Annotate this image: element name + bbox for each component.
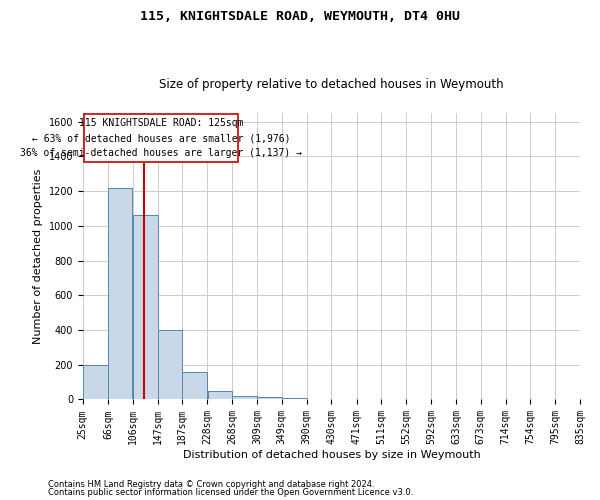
Bar: [182, 372, 207, 400]
Bar: [208, 391, 232, 400]
Text: Contains public sector information licensed under the Open Government Licence v3: Contains public sector information licen…: [48, 488, 413, 497]
Y-axis label: Number of detached properties: Number of detached properties: [33, 168, 43, 344]
Bar: [232, 396, 257, 400]
X-axis label: Distribution of detached houses by size in Weymouth: Distribution of detached houses by size …: [182, 450, 480, 460]
Text: Contains HM Land Registry data © Crown copyright and database right 2024.: Contains HM Land Registry data © Crown c…: [48, 480, 374, 489]
Bar: [257, 397, 281, 400]
Bar: [108, 188, 133, 400]
Text: 115, KNIGHTSDALE ROAD, WEYMOUTH, DT4 0HU: 115, KNIGHTSDALE ROAD, WEYMOUTH, DT4 0HU: [140, 10, 460, 23]
FancyBboxPatch shape: [84, 114, 238, 162]
Bar: [83, 364, 108, 400]
Text: 115 KNIGHTSDALE ROAD: 125sqm
← 63% of detached houses are smaller (1,976)
36% of: 115 KNIGHTSDALE ROAD: 125sqm ← 63% of de…: [20, 118, 302, 158]
Bar: [158, 330, 182, 400]
Bar: [133, 216, 158, 400]
Bar: [282, 398, 307, 400]
Title: Size of property relative to detached houses in Weymouth: Size of property relative to detached ho…: [159, 78, 504, 91]
